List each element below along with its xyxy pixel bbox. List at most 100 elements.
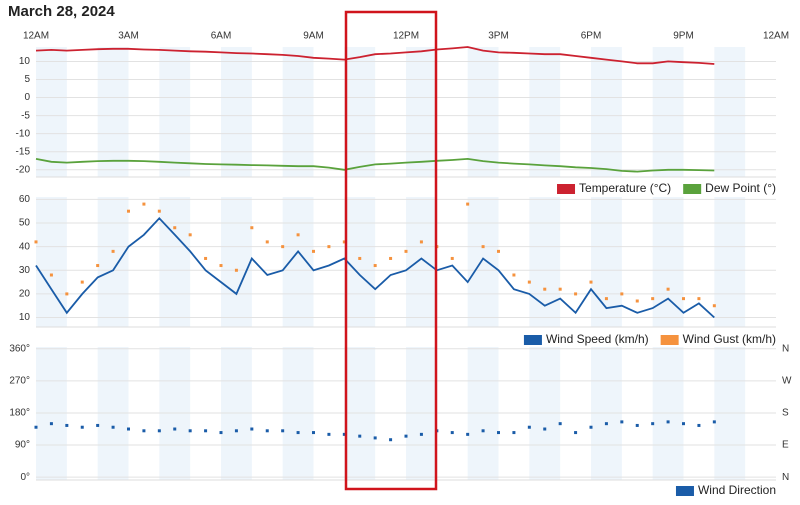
- point: [404, 434, 408, 438]
- legend-swatch: [683, 184, 702, 194]
- y-tick-label: -10: [16, 128, 31, 139]
- point: [466, 202, 470, 206]
- hour-band: [282, 347, 314, 480]
- y2-tick-label: E: [782, 440, 789, 451]
- legend-swatch: [523, 335, 542, 345]
- y-tick-label: -15: [16, 146, 31, 157]
- y-tick-label: 5: [24, 74, 30, 85]
- point: [111, 425, 115, 429]
- point: [281, 245, 285, 249]
- point: [620, 420, 624, 424]
- point: [712, 304, 716, 308]
- point: [450, 431, 454, 435]
- y-tick-label: -5: [21, 110, 30, 121]
- point: [96, 264, 100, 268]
- point: [234, 429, 238, 433]
- y-tick-label: 40: [19, 241, 31, 252]
- point: [666, 287, 670, 291]
- point: [342, 240, 346, 244]
- point: [635, 423, 639, 427]
- hour-band: [652, 347, 684, 480]
- y2-tick-label: W: [782, 376, 792, 387]
- x-tick-label: 9AM: [303, 31, 324, 42]
- hour-band: [97, 47, 129, 177]
- point: [389, 256, 393, 260]
- point: [666, 420, 670, 424]
- point: [512, 273, 516, 277]
- y2-tick-label: N: [782, 472, 789, 483]
- legend-swatch: [660, 335, 679, 345]
- point: [80, 425, 84, 429]
- point: [419, 432, 423, 436]
- x-tick-label: 12AM: [763, 31, 789, 42]
- hour-band: [282, 47, 314, 177]
- highlight-box: [344, 10, 438, 491]
- point: [265, 429, 269, 433]
- y-tick-label: 60: [19, 194, 31, 205]
- hour-band: [714, 347, 746, 480]
- y-tick-label: 360°: [9, 343, 30, 354]
- y-tick-label: 180°: [9, 408, 30, 419]
- point: [157, 209, 161, 213]
- hour-band: [221, 347, 252, 480]
- y-tick-label: 50: [19, 218, 31, 229]
- point: [682, 297, 685, 301]
- point: [697, 423, 701, 427]
- hour-band: [159, 47, 191, 177]
- point: [543, 427, 547, 431]
- hour-band: [36, 347, 67, 480]
- point: [543, 287, 547, 291]
- point: [142, 429, 146, 433]
- legend-label: Wind Gust (km/h): [683, 332, 776, 346]
- hour-band: [406, 197, 437, 327]
- hour-band: [344, 197, 376, 327]
- point: [419, 240, 423, 244]
- point: [527, 280, 531, 284]
- point: [312, 249, 315, 253]
- legend-label: Dew Point (°): [705, 181, 776, 195]
- line-series: [35, 216, 715, 319]
- point: [604, 422, 608, 426]
- hour-band: [36, 47, 67, 177]
- hour-band: [591, 197, 622, 327]
- hour-band: [344, 47, 376, 177]
- point: [589, 280, 593, 284]
- point: [497, 431, 500, 435]
- point: [127, 209, 130, 213]
- point: [358, 256, 362, 260]
- hour-band: [467, 197, 499, 327]
- background: [36, 47, 776, 481]
- point: [682, 422, 685, 426]
- y-tick-label: 30: [19, 265, 31, 276]
- point: [342, 432, 346, 436]
- y-tick-label: 90°: [15, 440, 30, 451]
- point: [712, 420, 716, 424]
- point: [204, 429, 208, 433]
- point: [404, 249, 408, 253]
- point: [481, 429, 485, 433]
- hour-band: [36, 197, 67, 327]
- hour-band: [221, 47, 252, 177]
- point: [466, 432, 470, 436]
- point: [589, 425, 593, 429]
- hour-band: [529, 47, 561, 177]
- x-tick-label: 12AM: [23, 31, 49, 42]
- hour-band: [406, 347, 437, 480]
- point: [34, 425, 38, 429]
- point: [574, 292, 578, 296]
- y2-tick-label: S: [782, 408, 789, 419]
- point: [481, 245, 485, 249]
- x-tick-label: 6PM: [581, 31, 602, 42]
- point: [142, 202, 146, 206]
- hour-band: [406, 47, 437, 177]
- point: [296, 233, 300, 237]
- hour-band: [714, 47, 746, 177]
- point: [558, 287, 562, 291]
- point: [512, 431, 516, 435]
- hour-band: [97, 347, 129, 480]
- point: [234, 268, 238, 272]
- point: [49, 273, 53, 277]
- point: [80, 280, 84, 284]
- hour-band: [344, 347, 376, 480]
- point: [527, 425, 531, 429]
